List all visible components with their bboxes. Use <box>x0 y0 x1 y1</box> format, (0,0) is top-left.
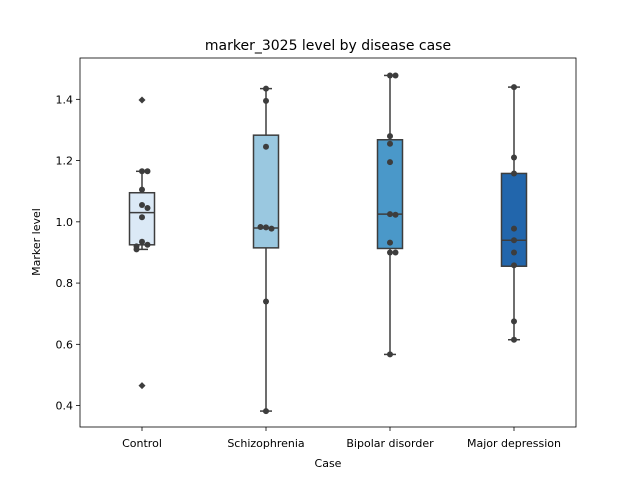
x-tick-label: Bipolar disorder <box>346 437 434 450</box>
data-point <box>387 140 393 147</box>
x-axis-label: Case <box>315 457 342 470</box>
data-point <box>144 168 151 175</box>
data-point <box>511 318 517 325</box>
data-point <box>387 159 393 166</box>
y-tick-label: 1.0 <box>56 216 74 229</box>
data-point <box>139 201 145 208</box>
data-point <box>511 154 517 161</box>
box-group-2 <box>252 85 280 415</box>
chart-title: marker_3025 level by disease case <box>205 38 451 54</box>
plot-frame <box>79 57 577 428</box>
data-point <box>263 143 269 150</box>
data-point <box>263 408 269 415</box>
data-point <box>257 224 264 231</box>
data-point <box>263 97 269 104</box>
box-group-1 <box>128 96 156 390</box>
data-point <box>511 170 517 177</box>
data-point <box>387 72 393 79</box>
data-point <box>387 351 393 358</box>
data-point <box>387 211 393 218</box>
data-point <box>511 262 517 269</box>
x-tick-label: Major depression <box>467 437 561 450</box>
axes: 0.4 0.6 0.8 1.0 1.2 1.4 Control Schizophrenia Bi… <box>56 93 562 450</box>
data-point <box>139 168 145 175</box>
data-point <box>144 241 151 248</box>
x-tick-label: Control <box>122 437 162 450</box>
data-point <box>133 246 140 253</box>
box-iqr <box>252 134 280 249</box>
data-point <box>392 211 399 218</box>
box-group-3 <box>376 72 404 358</box>
data-point <box>392 72 399 79</box>
data-point <box>139 214 145 221</box>
plot-area <box>128 72 528 415</box>
y-tick-label: 0.4 <box>56 400 74 413</box>
y-tick-label: 1.4 <box>56 93 74 106</box>
y-tick-label: 1.2 <box>56 155 74 168</box>
data-point <box>387 249 393 256</box>
data-point <box>511 84 517 91</box>
data-point <box>511 336 517 343</box>
y-tick-label: 0.8 <box>56 277 74 290</box>
data-point <box>511 237 517 244</box>
data-point <box>263 298 269 305</box>
box-iqr <box>376 139 404 250</box>
data-point <box>268 225 275 232</box>
data-point <box>263 85 269 92</box>
data-point <box>387 239 393 246</box>
outlier-marker <box>138 96 146 104</box>
outlier-marker <box>138 382 146 390</box>
y-axis-label: Marker level <box>30 208 43 276</box>
y-tick-label: 0.6 <box>56 338 74 351</box>
box-group-4 <box>500 84 528 343</box>
data-point <box>263 224 269 231</box>
data-point <box>139 186 145 193</box>
data-point <box>387 133 393 140</box>
data-point <box>511 225 517 232</box>
data-point <box>392 249 399 256</box>
data-point <box>144 205 151 212</box>
data-point <box>511 249 517 256</box>
x-tick-label: Schizophrenia <box>227 437 304 450</box>
data-point <box>139 238 145 245</box>
